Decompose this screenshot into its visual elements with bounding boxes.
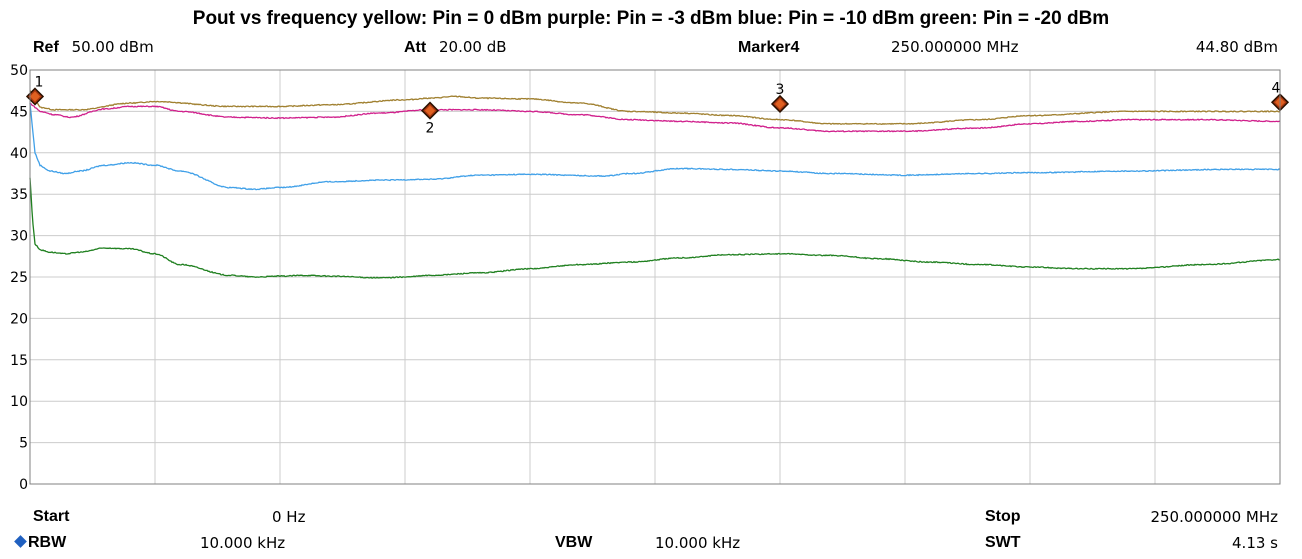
marker-level: 44.80 dBm	[1196, 38, 1278, 56]
ref-label: Ref	[33, 39, 59, 56]
chart-title: Pout vs frequency yellow: Pin = 0 dBm pu…	[192, 8, 1110, 29]
marker-label: 2	[426, 121, 435, 137]
marker-label: 3	[776, 82, 785, 98]
stop-readout: Stop	[985, 507, 1021, 526]
rbw-readout: RBW	[14, 533, 67, 552]
y-tick-label: 35	[10, 187, 28, 203]
traces	[29, 90, 1281, 279]
ref-value: 50.00 dBm	[71, 38, 154, 56]
plot-frame	[29, 69, 1281, 485]
marker-frequency: 250.000000 MHz	[891, 38, 1019, 56]
y-tick-label: 30	[10, 229, 28, 245]
swt-readout: SWT	[985, 533, 1021, 552]
y-tick-label: 10	[10, 394, 28, 410]
rbw-value: 10.000 kHz	[200, 534, 286, 552]
swt-label: SWT	[985, 534, 1021, 551]
stop-value: 250.000000 MHz	[1150, 508, 1278, 526]
y-tick-label: 25	[10, 270, 28, 286]
start-label: Start	[33, 508, 70, 525]
swt-value-box: 4.13 s	[1232, 534, 1278, 552]
marker-1: 1	[25, 74, 45, 106]
vbw-label: VBW	[555, 534, 593, 551]
swt-value: 4.13 s	[1232, 534, 1278, 552]
trace-green	[29, 177, 1280, 279]
rbw-label: RBW	[28, 534, 67, 551]
start-value: 0 Hz	[272, 508, 306, 526]
rbw-value-box: 10.000 kHz	[200, 534, 285, 552]
marker-diamond-inner	[775, 98, 785, 109]
start-readout: Start	[33, 507, 69, 526]
stop-value-box: 250.000000 MHz	[1150, 508, 1278, 526]
att-readout: Att 20.00 dB	[404, 38, 507, 57]
marker-diamond-inner	[30, 91, 40, 102]
vbw-readout: VBW	[555, 533, 592, 552]
marker-freq-value: 250.000000 MHz	[891, 38, 1019, 56]
y-tick-label: 45	[10, 104, 28, 120]
marker-2: 2	[420, 101, 440, 137]
y-tick-label: 40	[10, 146, 28, 162]
marker-diamond-inner	[425, 105, 435, 116]
marker-label: 4	[1272, 80, 1281, 96]
y-tick-label: 0	[19, 477, 28, 493]
vbw-value-box: 10.000 kHz	[655, 534, 740, 552]
y-tick-label: 50	[10, 63, 28, 79]
marker-readout: Marker4	[738, 38, 799, 57]
trace-blue	[29, 103, 1281, 191]
att-label: Att	[404, 39, 427, 56]
att-value: 20.00 dB	[439, 38, 507, 56]
diamond-icon	[14, 535, 27, 548]
vbw-value: 10.000 kHz	[655, 534, 741, 552]
trace-yellow	[29, 90, 1281, 126]
marker-label: Marker4	[738, 39, 800, 56]
stop-label: Stop	[985, 508, 1021, 525]
y-tick-label: 15	[10, 353, 28, 369]
plot-grid	[30, 70, 1280, 484]
ref-readout: Ref 50.00 dBm	[33, 38, 154, 57]
y-tick-label: 20	[10, 311, 28, 327]
marker-3: 3	[770, 82, 790, 114]
marker-level-value: 44.80 dBm	[1195, 38, 1278, 56]
y-tick-label: 5	[19, 436, 28, 452]
trace-purple	[29, 102, 1281, 133]
marker-label: 1	[35, 74, 44, 90]
start-value-box: 0 Hz	[272, 508, 305, 526]
